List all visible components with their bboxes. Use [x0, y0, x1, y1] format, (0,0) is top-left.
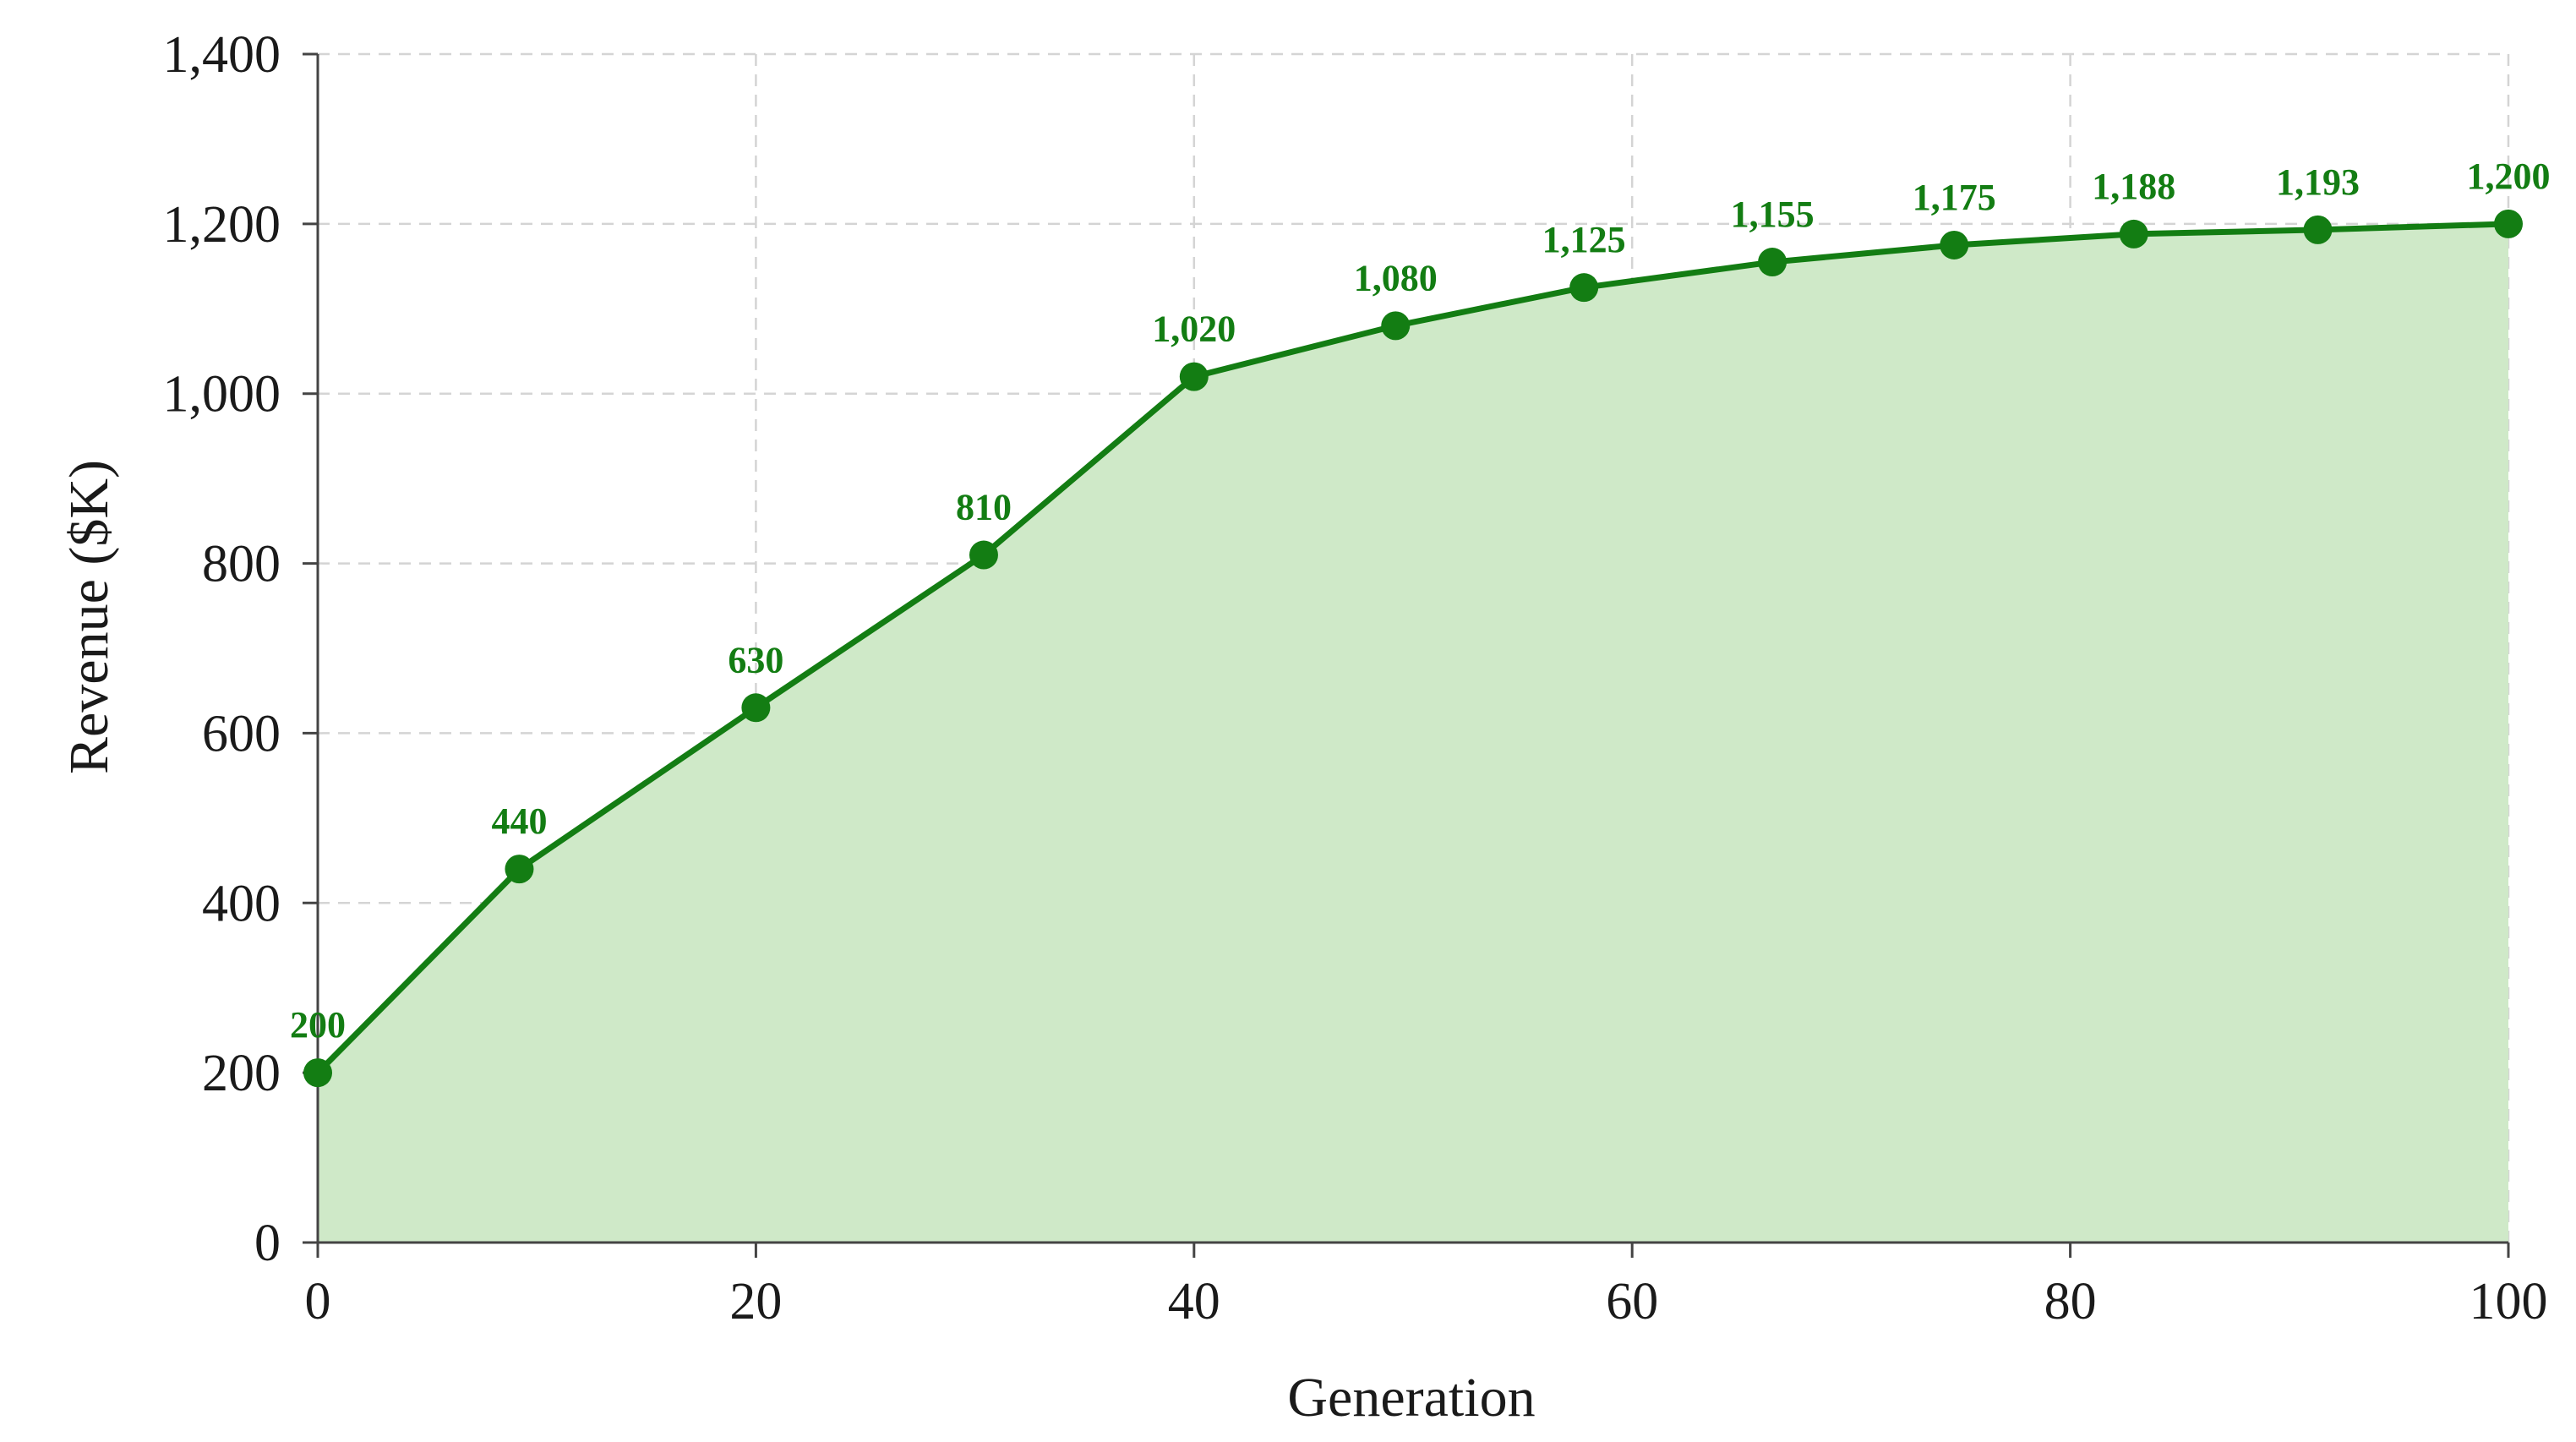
y-axis-title: Revenue ($K) [58, 460, 120, 774]
data-value-label: 1,193 [2276, 161, 2360, 203]
x-axis-ticks: 0 20 40 60 80 100 [305, 1243, 2548, 1330]
x-tick-label: 100 [2470, 1273, 2548, 1330]
data-value-label: 200 [290, 1004, 346, 1046]
data-value-label: 810 [956, 487, 1012, 528]
x-axis-title: Generation [1287, 1367, 1535, 1428]
data-value-label: 1,155 [1731, 194, 1815, 235]
y-tick-label: 1,200 [163, 196, 281, 254]
y-axis-ticks: 0 200 400 600 800 1,000 1,200 1,400 [163, 26, 318, 1272]
y-tick-label: 200 [202, 1045, 281, 1102]
data-value-label: 440 [491, 800, 547, 842]
data-labels: 200 440 630 810 1,020 1,080 1,125 1,155 1,175 1,1… [290, 156, 2551, 1046]
y-tick-label: 600 [202, 705, 281, 762]
data-point-marker [1569, 273, 1599, 303]
data-value-label: 1,200 [2467, 156, 2551, 197]
data-value-label: 1,175 [1913, 177, 1996, 218]
series-line [315, 221, 2509, 1075]
data-point-marker [1381, 311, 1411, 341]
data-value-label: 630 [728, 639, 783, 680]
data-point-marker [2119, 219, 2148, 249]
data-point-marker [1940, 230, 1969, 259]
data-point-marker [1758, 248, 1787, 277]
y-tick-label: 400 [202, 875, 281, 932]
axes [316, 54, 2508, 1244]
data-point-marker [741, 693, 771, 723]
data-point-marker [505, 855, 534, 884]
area-fill [318, 223, 2508, 1243]
data-points [303, 209, 2523, 1088]
y-tick-label: 0 [254, 1215, 281, 1272]
x-tick-label: 40 [1168, 1273, 1220, 1330]
data-point-marker [969, 540, 998, 570]
data-point-marker [2303, 215, 2333, 244]
x-tick-label: 0 [305, 1273, 331, 1330]
data-point-marker [303, 1058, 332, 1088]
data-value-label: 1,188 [2092, 166, 2175, 207]
data-point-marker [2494, 209, 2523, 238]
y-tick-label: 1,000 [163, 366, 281, 423]
x-tick-label: 20 [729, 1273, 782, 1330]
x-tick-label: 60 [1606, 1273, 1658, 1330]
data-value-label: 1,080 [1354, 257, 1438, 298]
y-tick-label: 800 [202, 536, 281, 593]
data-value-label: 1,125 [1542, 219, 1626, 260]
data-value-label: 1,020 [1152, 309, 1236, 350]
y-tick-label: 1,400 [163, 26, 281, 84]
x-tick-label: 80 [2044, 1273, 2097, 1330]
data-point-marker [1179, 362, 1209, 391]
